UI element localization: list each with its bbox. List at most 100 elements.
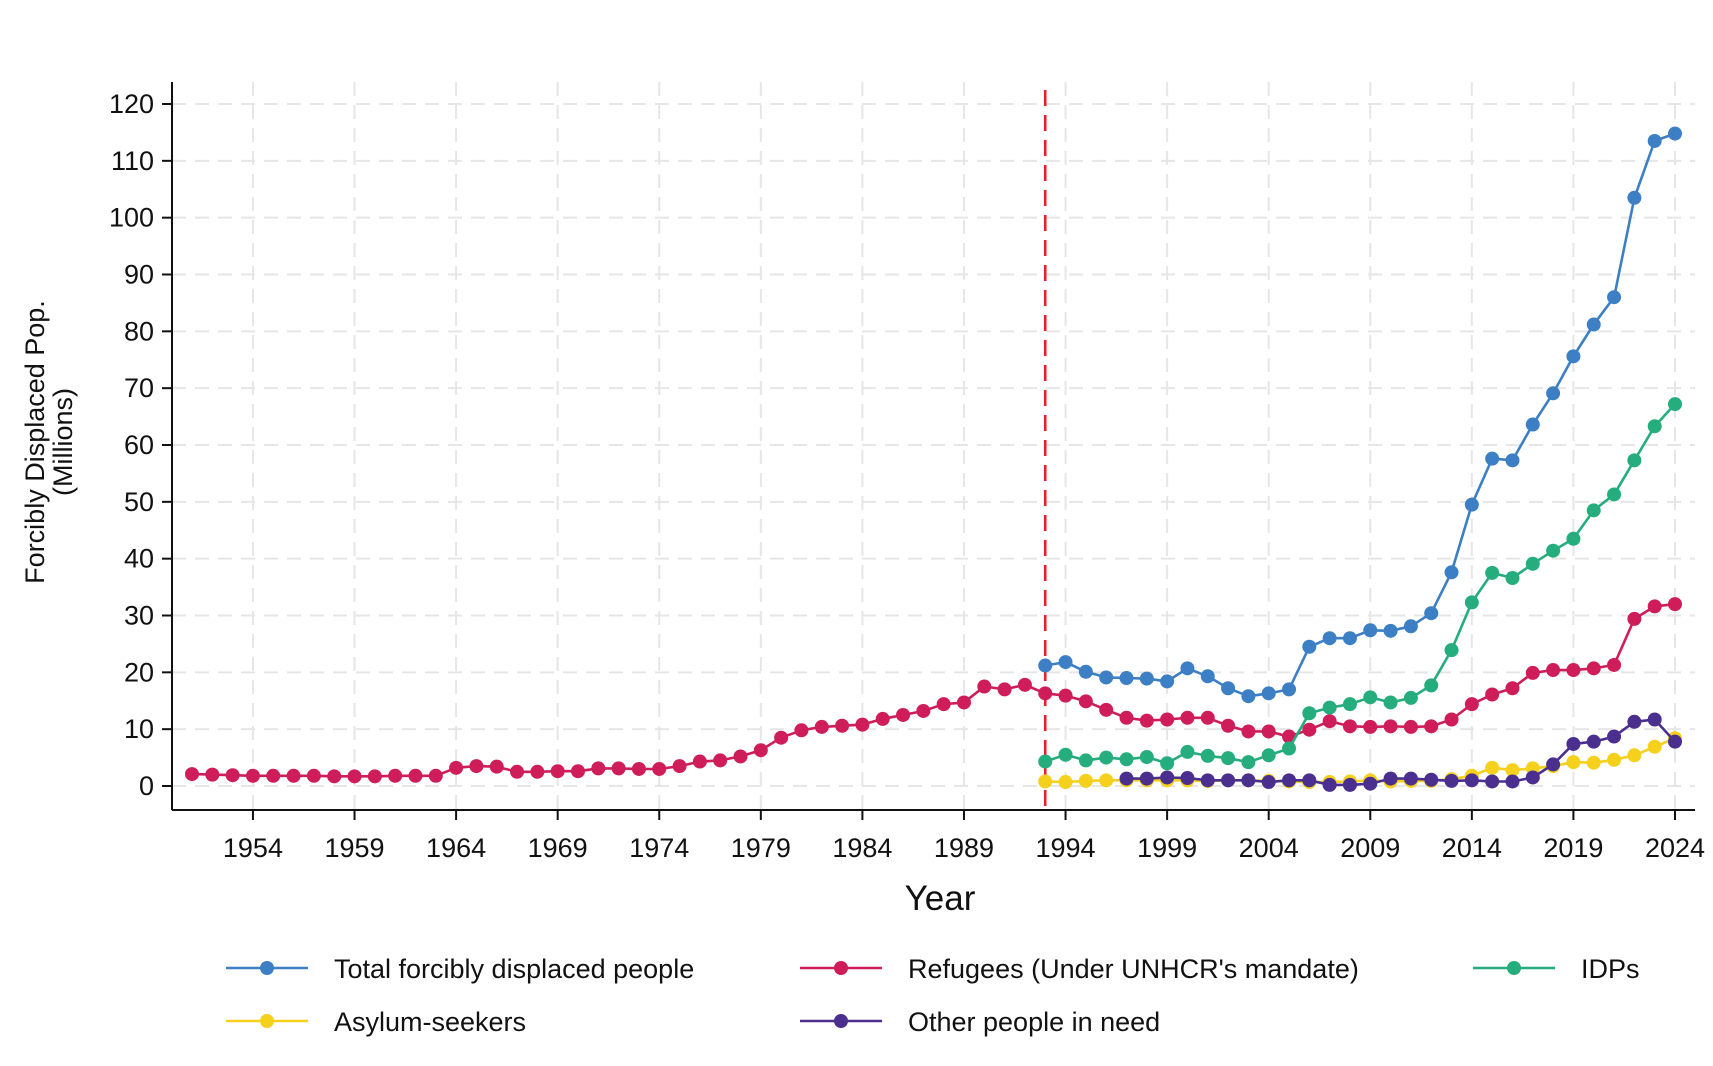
data-point <box>713 753 728 768</box>
data-point <box>753 743 768 758</box>
legend-item: Other people in need <box>800 1007 1160 1037</box>
legend-item: IDPs <box>1473 954 1640 984</box>
x-tick-label: 1994 <box>1036 833 1096 863</box>
series-1 <box>1038 126 1682 704</box>
data-point <box>1322 700 1337 715</box>
legend: Total forcibly displaced people Refugees … <box>226 954 1640 1037</box>
data-point <box>1566 736 1581 751</box>
data-point <box>1424 719 1439 734</box>
data-point <box>1078 773 1093 788</box>
data-point <box>1139 671 1154 686</box>
data-point <box>875 711 890 726</box>
data-point <box>1099 750 1114 765</box>
data-point <box>1363 623 1378 638</box>
data-point <box>225 768 240 783</box>
data-point <box>1038 686 1053 701</box>
data-point <box>1444 712 1459 727</box>
data-point <box>835 718 850 733</box>
y-tick-label: 100 <box>109 203 154 233</box>
data-point <box>1363 690 1378 705</box>
data-point <box>1241 773 1256 788</box>
data-point <box>1546 386 1561 401</box>
series-group <box>185 126 1682 792</box>
data-point <box>1363 719 1378 734</box>
data-point <box>1058 775 1073 790</box>
y-tick-label: 110 <box>111 146 154 176</box>
axes <box>162 82 1695 820</box>
data-point <box>1200 773 1215 788</box>
data-point <box>1607 729 1622 744</box>
x-tick-label: 2014 <box>1442 833 1502 863</box>
data-point <box>1119 671 1134 686</box>
data-point <box>347 769 362 784</box>
data-point <box>1627 714 1642 729</box>
legend-label: Total forcibly displaced people <box>334 954 694 984</box>
data-point <box>1099 702 1114 717</box>
y-tick-label: 40 <box>124 544 154 574</box>
y-tick-label: 120 <box>109 89 154 119</box>
x-tick-label: 1974 <box>629 833 689 863</box>
data-point <box>1221 773 1236 788</box>
y-tick-label: 50 <box>124 487 154 517</box>
x-tick-label: 1964 <box>426 833 486 863</box>
data-point <box>1302 639 1317 654</box>
data-point <box>1139 771 1154 786</box>
data-point <box>1119 710 1134 725</box>
data-point <box>1241 689 1256 704</box>
data-point <box>672 759 687 774</box>
data-point <box>1586 734 1601 749</box>
data-point <box>1647 712 1662 727</box>
data-point <box>1444 565 1459 580</box>
data-point <box>997 682 1012 697</box>
data-point <box>1342 777 1357 792</box>
data-point <box>1241 755 1256 770</box>
data-point <box>1586 661 1601 676</box>
data-point <box>1241 724 1256 739</box>
series-line <box>1044 403 1676 765</box>
data-point <box>1505 681 1520 696</box>
data-point <box>1302 773 1317 788</box>
data-point <box>916 703 931 718</box>
data-point <box>1221 681 1236 696</box>
data-point <box>489 759 504 774</box>
data-point <box>1403 690 1418 705</box>
data-point <box>1383 719 1398 734</box>
data-point <box>306 768 321 783</box>
data-point <box>1607 487 1622 502</box>
data-point <box>1586 317 1601 332</box>
data-point <box>1099 670 1114 685</box>
legend-item: Total forcibly displaced people <box>226 954 694 984</box>
data-point <box>1322 631 1337 646</box>
data-point <box>591 761 606 776</box>
data-point <box>1282 682 1297 697</box>
data-point <box>1485 687 1500 702</box>
data-point <box>266 768 281 783</box>
data-point <box>388 768 403 783</box>
data-point <box>1607 657 1622 672</box>
data-point <box>1261 748 1276 763</box>
data-point <box>1586 755 1601 770</box>
data-point <box>1282 773 1297 788</box>
x-tick-label: 1989 <box>934 833 994 863</box>
data-point <box>1546 757 1561 772</box>
y-axis-title-line-2: (Millions) <box>48 388 78 496</box>
data-point <box>1342 697 1357 712</box>
data-point <box>469 759 484 774</box>
y-tick-label: 0 <box>139 771 154 801</box>
series-line <box>1045 737 1676 784</box>
data-point <box>1119 771 1134 786</box>
y-tick-label: 70 <box>124 373 154 403</box>
data-point <box>1647 739 1662 754</box>
y-tick-label: 30 <box>124 601 154 631</box>
data-point <box>1383 623 1398 638</box>
data-point <box>185 767 199 782</box>
data-point <box>1302 722 1317 737</box>
data-point <box>1221 751 1236 766</box>
data-point <box>1647 133 1662 148</box>
series-3 <box>1038 731 1682 790</box>
legend-swatch-marker <box>834 1014 848 1028</box>
data-point <box>1668 126 1682 141</box>
data-point <box>1505 763 1520 778</box>
data-point <box>814 719 829 734</box>
